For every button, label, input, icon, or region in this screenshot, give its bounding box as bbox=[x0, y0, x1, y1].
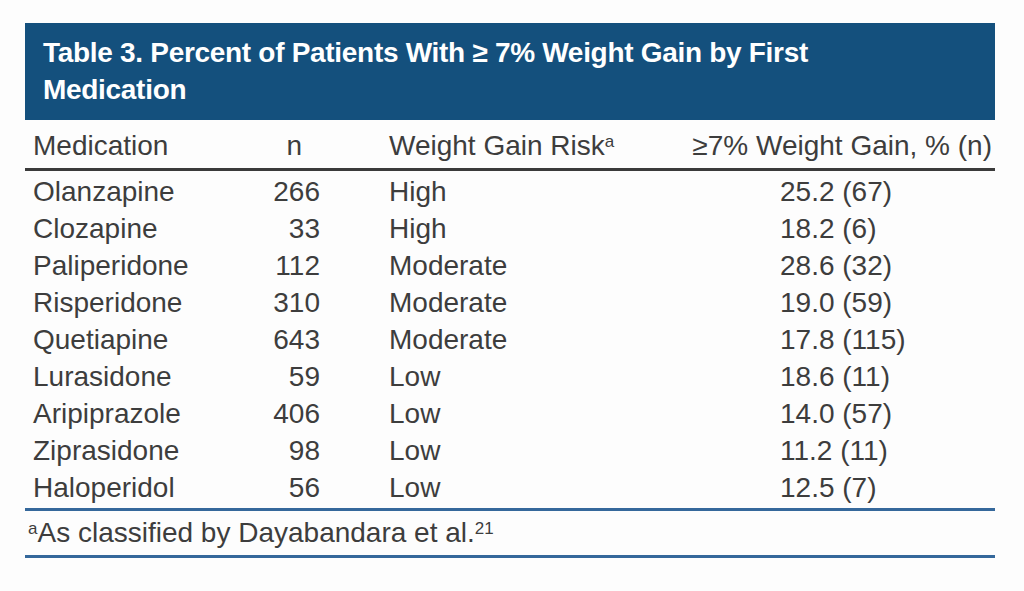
footnote-marker-a: a bbox=[605, 132, 614, 151]
risk-cell: Low bbox=[320, 472, 780, 504]
footnote-text: As classified by Dayabandara et al. bbox=[37, 517, 474, 548]
n-cell: 98 bbox=[200, 435, 320, 467]
table-row: Aripiprazole 406 Low 14.0 (57) bbox=[25, 395, 995, 432]
table-row: Clozapine 33 High 18.2 (6) bbox=[25, 211, 995, 248]
column-header-row: Medication n Weight Gain Riska ≥7% Weigh… bbox=[25, 120, 995, 171]
medication-cell: Ziprasidone bbox=[25, 435, 200, 467]
weight-gain-cell: 28.6 (32) bbox=[780, 250, 995, 282]
table-row: Paliperidone 112 Moderate 28.6 (32) bbox=[25, 248, 995, 285]
table-row: Risperidone 310 Moderate 19.0 (59) bbox=[25, 285, 995, 322]
n-cell: 112 bbox=[200, 250, 320, 282]
risk-cell: Low bbox=[320, 398, 780, 430]
table-title-banner: Table 3. Percent of Patients With ≥ 7% W… bbox=[25, 23, 995, 120]
risk-cell: Low bbox=[320, 361, 780, 393]
col-header-risk-label: Weight Gain Risk bbox=[389, 130, 605, 161]
table-body: Olanzapine 266 High 25.2 (67) Clozapine … bbox=[25, 171, 995, 511]
medication-cell: Haloperidol bbox=[25, 472, 200, 504]
medication-cell: Clozapine bbox=[25, 213, 200, 245]
n-cell: 56 bbox=[200, 472, 320, 504]
weight-gain-cell: 14.0 (57) bbox=[780, 398, 995, 430]
table-figure: Table 3. Percent of Patients With ≥ 7% W… bbox=[25, 23, 995, 558]
weight-gain-cell: 25.2 (67) bbox=[780, 176, 995, 208]
table-row: Haloperidol 56 Low 12.5 (7) bbox=[25, 469, 995, 506]
footnote-reference-21: 21 bbox=[475, 519, 494, 538]
col-header-medication: Medication bbox=[25, 130, 200, 162]
risk-cell: Moderate bbox=[320, 287, 780, 319]
n-cell: 310 bbox=[200, 287, 320, 319]
weight-gain-cell: 17.8 (115) bbox=[780, 324, 995, 356]
weight-gain-cell: 18.6 (11) bbox=[780, 361, 995, 393]
risk-cell: High bbox=[320, 213, 780, 245]
weight-gain-cell: 12.5 (7) bbox=[780, 472, 995, 504]
risk-cell: Moderate bbox=[320, 250, 780, 282]
table-row: Olanzapine 266 High 25.2 (67) bbox=[25, 174, 995, 211]
risk-cell: Moderate bbox=[320, 324, 780, 356]
risk-cell: High bbox=[320, 176, 780, 208]
medication-cell: Paliperidone bbox=[25, 250, 200, 282]
footnote-marker-a: a bbox=[28, 519, 37, 538]
medication-cell: Lurasidone bbox=[25, 361, 200, 393]
table-footnote: aAs classified by Dayabandara et al.21 bbox=[25, 511, 995, 558]
n-cell: 33 bbox=[200, 213, 320, 245]
col-header-weight-gain-risk: Weight Gain Riska bbox=[320, 130, 660, 162]
col-header-weight-gain-percent: ≥7% Weight Gain, % (n) bbox=[660, 130, 995, 162]
table-row: Ziprasidone 98 Low 11.2 (11) bbox=[25, 432, 995, 469]
n-cell: 643 bbox=[200, 324, 320, 356]
n-cell: 266 bbox=[200, 176, 320, 208]
table-title-line-2: Medication bbox=[43, 71, 977, 108]
n-cell: 406 bbox=[200, 398, 320, 430]
medication-cell: Aripiprazole bbox=[25, 398, 200, 430]
weight-gain-cell: 19.0 (59) bbox=[780, 287, 995, 319]
col-header-n: n bbox=[200, 130, 320, 162]
table-row: Quetiapine 643 Moderate 17.8 (115) bbox=[25, 322, 995, 359]
table-row: Lurasidone 59 Low 18.6 (11) bbox=[25, 358, 995, 395]
medication-cell: Risperidone bbox=[25, 287, 200, 319]
table-title-line-1: Table 3. Percent of Patients With ≥ 7% W… bbox=[43, 34, 977, 71]
risk-cell: Low bbox=[320, 435, 780, 467]
medication-cell: Olanzapine bbox=[25, 176, 200, 208]
weight-gain-cell: 18.2 (6) bbox=[780, 213, 995, 245]
n-cell: 59 bbox=[200, 361, 320, 393]
medication-cell: Quetiapine bbox=[25, 324, 200, 356]
weight-gain-cell: 11.2 (11) bbox=[780, 435, 995, 467]
